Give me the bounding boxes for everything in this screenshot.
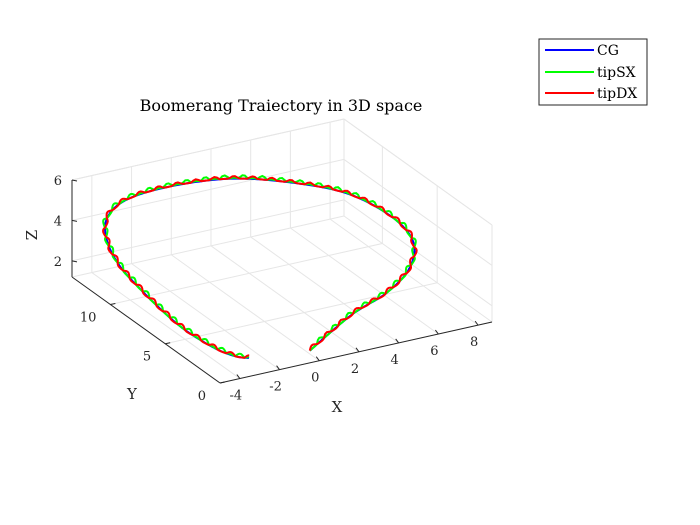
box-edge-0 — [71, 118, 345, 181]
x-tick-mark-3 — [355, 347, 360, 353]
x-tick-label-5: 6 — [430, 344, 438, 359]
x-tick-label-0: -4 — [230, 389, 243, 404]
grid-side-z-1 — [343, 159, 493, 266]
grid-floor-x-4 — [250, 236, 399, 344]
chart-title: Boomerang Traiectory in 3D space — [140, 96, 423, 115]
grid-floor-y-2 — [110, 242, 383, 305]
series-line-tipdx — [102, 175, 418, 359]
grid-floor-x-2 — [170, 254, 320, 362]
x-tick-label-3: 2 — [351, 362, 359, 377]
x-tick-mark-0 — [236, 374, 241, 379]
y-axis-label: Y — [126, 385, 138, 403]
grid-side-z-0 — [343, 199, 493, 307]
y-tick-mark-0 — [219, 381, 226, 384]
z-tick-label-0: 2 — [54, 255, 62, 270]
x-tick-label-1: -2 — [269, 380, 282, 395]
z-tick-mark-1 — [71, 219, 78, 222]
y-axis-line — [71, 276, 221, 384]
legend-label-tipsx: tipSX — [597, 65, 636, 81]
series-lines — [102, 174, 418, 359]
y-tick-mark-1 — [165, 342, 171, 345]
grid-floor-y-1 — [165, 282, 438, 345]
z-tick-label-2: 6 — [54, 174, 62, 189]
axes — [71, 179, 493, 384]
legend: CG tipSX tipDX — [538, 38, 648, 106]
z-tick-mark-0 — [71, 260, 78, 263]
x-tick-label-4: 4 — [391, 353, 399, 368]
z-axis-label: Z — [23, 230, 41, 240]
x-tick-mark-4 — [395, 338, 400, 344]
legend-label-cg: CG — [597, 43, 619, 59]
z-tick-mark-2 — [71, 179, 78, 182]
series-line-cg — [104, 177, 416, 359]
x-tick-label-6: 8 — [470, 335, 478, 350]
x-tick-mark-2 — [315, 356, 320, 362]
legend-label-tipdx: tipDX — [597, 86, 637, 102]
grid-lines — [71, 118, 493, 384]
y-tick-label-0: 0 — [198, 389, 206, 404]
y-tick-label-2: 10 — [80, 310, 97, 325]
x-tick-mark-6 — [474, 320, 479, 326]
grid-back-z-1 — [71, 158, 345, 221]
x-axis-line — [219, 321, 493, 384]
grid-floor-x-5 — [290, 227, 439, 335]
box-edge-4 — [343, 215, 493, 323]
z-tick-label-1: 4 — [54, 214, 62, 229]
y-tick-mark-2 — [110, 302, 116, 305]
grid-floor-x-1 — [131, 263, 280, 371]
grid-floor-x-0 — [91, 272, 241, 379]
x-tick-mark-5 — [434, 329, 439, 335]
box-edge-1 — [343, 118, 493, 226]
x-tick-label-2: 0 — [311, 371, 319, 386]
grid-back-z-0 — [71, 199, 345, 262]
y-tick-label-1: 5 — [143, 350, 151, 365]
x-tick-mark-1 — [276, 365, 280, 370]
grid-floor-x-3 — [210, 245, 360, 353]
grid-floor-x-6 — [329, 218, 479, 326]
box-edge-5 — [71, 215, 345, 278]
x-axis-label: X — [332, 398, 343, 416]
tick-labels: -4 -2 0 2 4 6 8 0 5 10 2 4 6 — [54, 174, 479, 404]
